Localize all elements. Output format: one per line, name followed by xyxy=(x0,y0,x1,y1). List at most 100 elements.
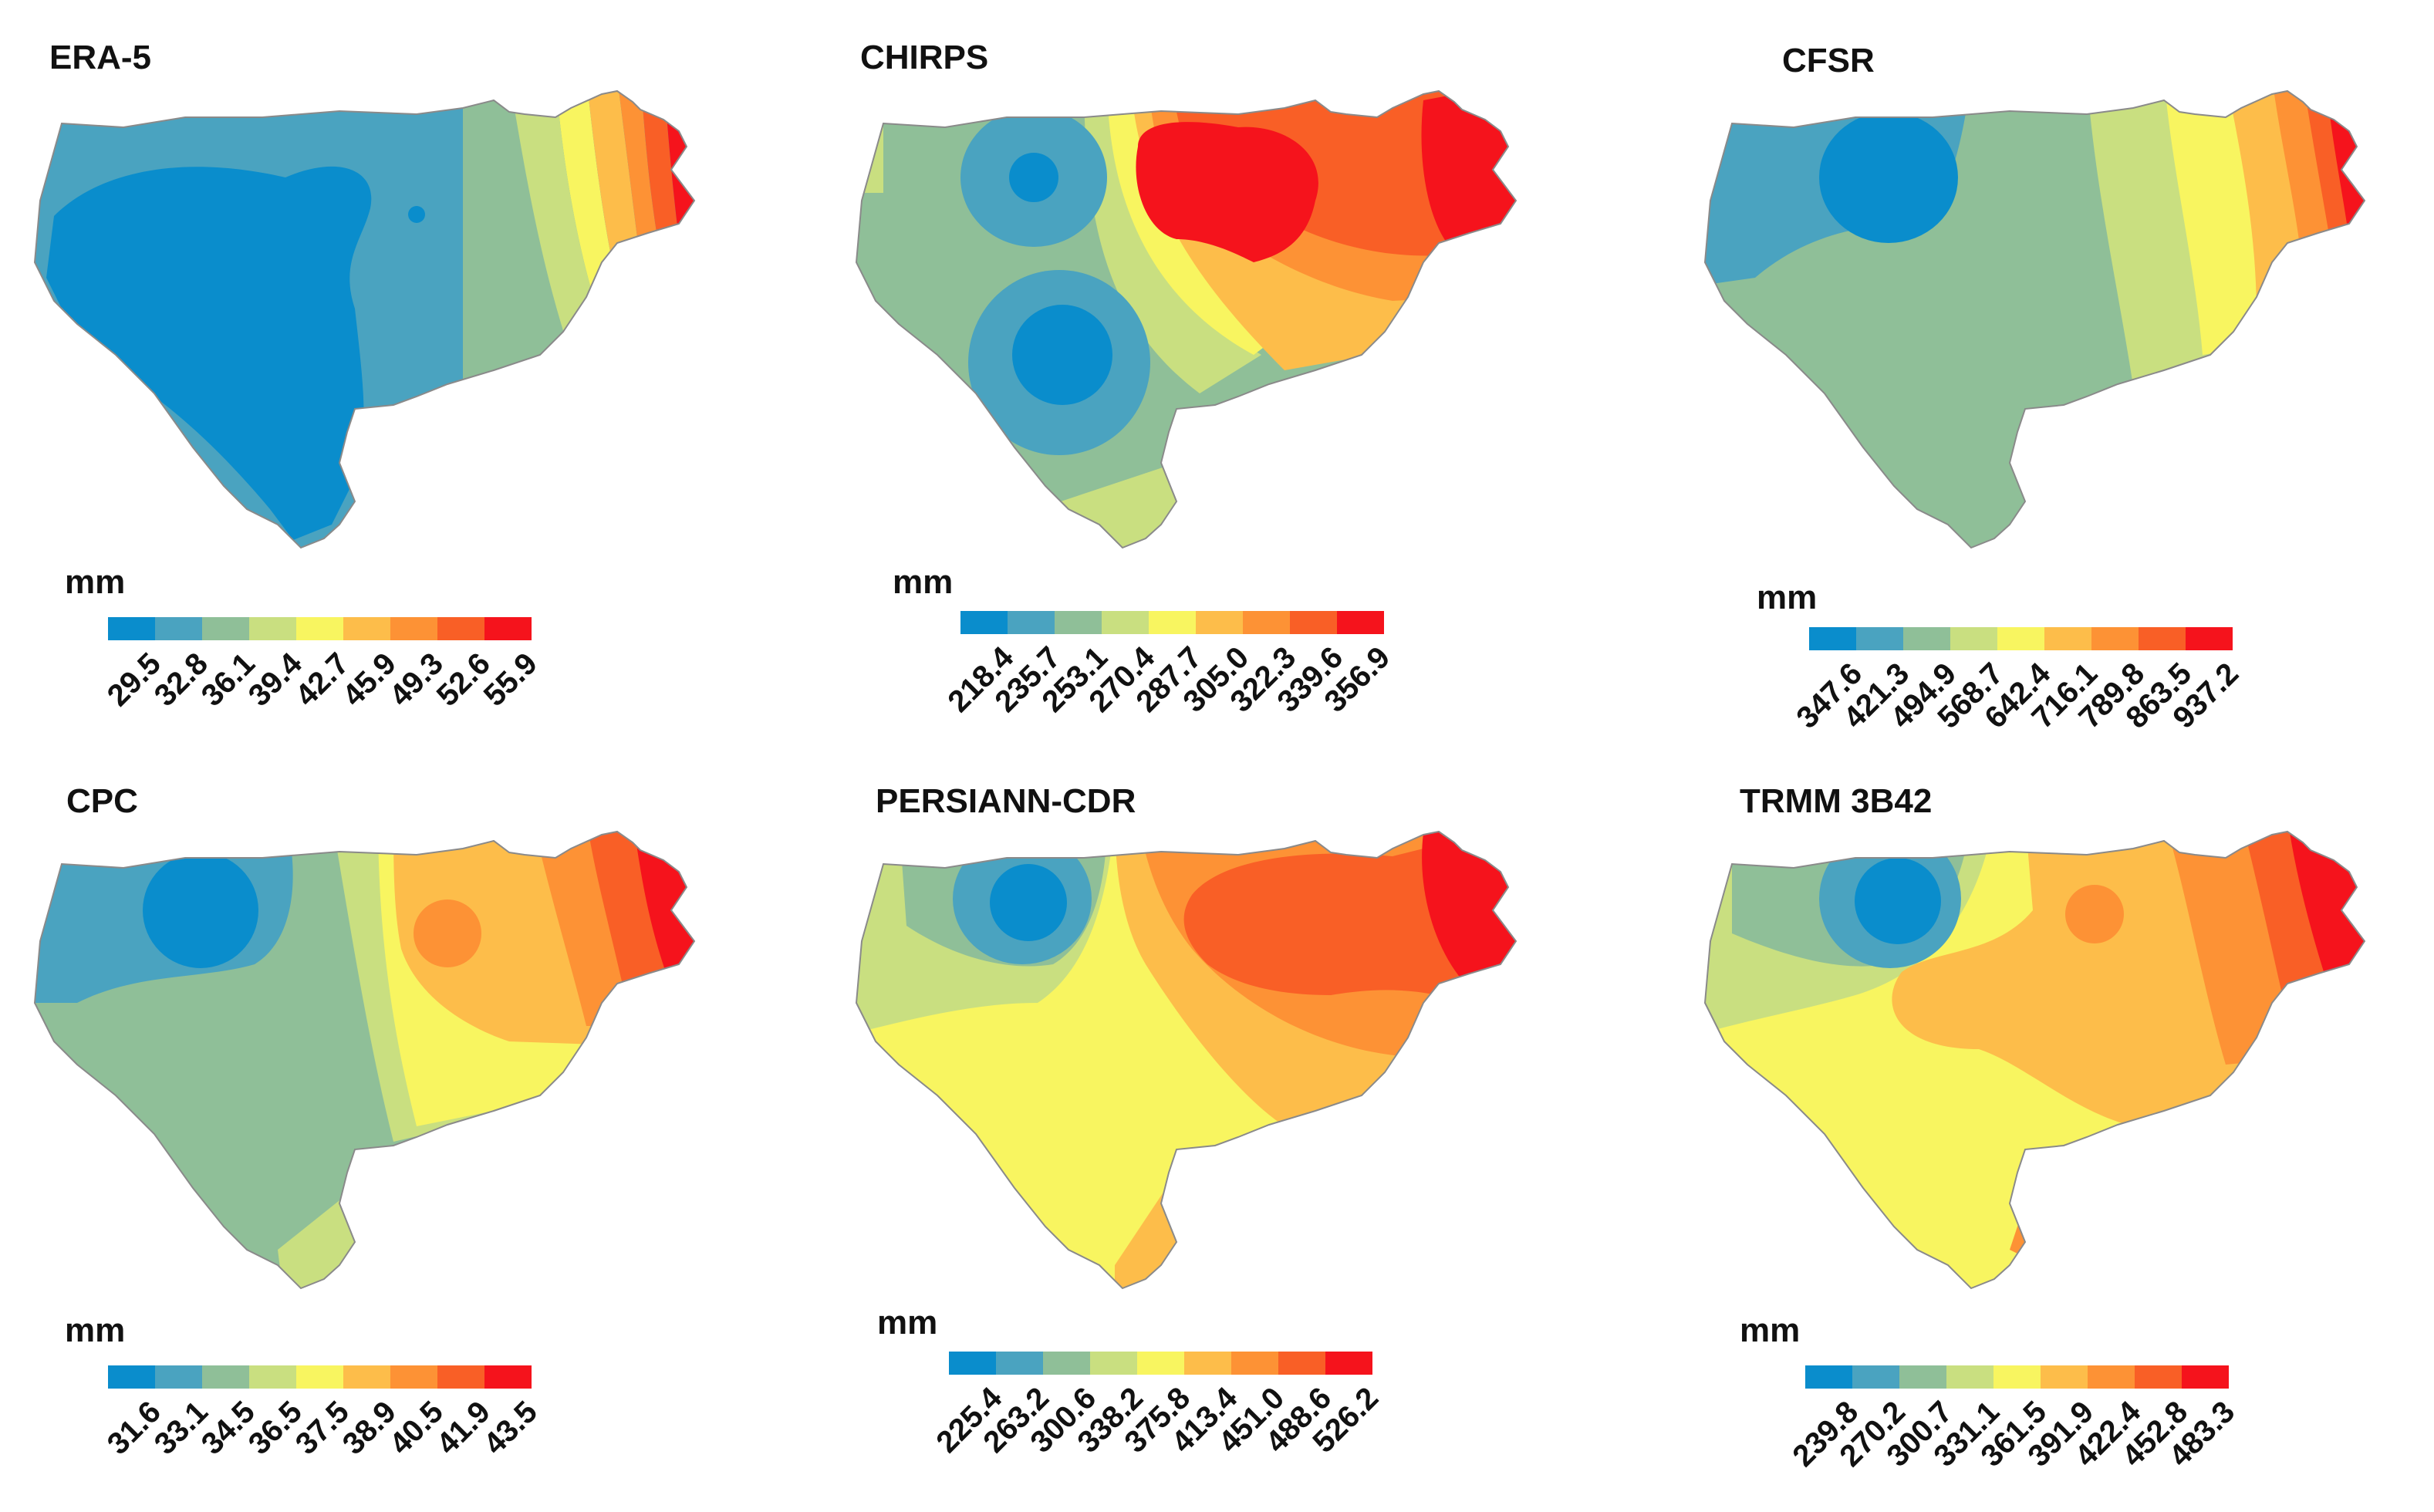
legend-swatch xyxy=(2135,1365,2182,1389)
color-legend xyxy=(1809,627,2233,650)
color-legend xyxy=(1805,1365,2229,1389)
contour-zone xyxy=(663,91,694,262)
contour-zone xyxy=(1819,112,1958,243)
legend-swatch xyxy=(1997,627,2044,650)
contour-zone xyxy=(1009,153,1058,202)
region-outline xyxy=(855,89,1517,549)
legend-swatch xyxy=(108,1365,155,1389)
contour-zone xyxy=(46,166,372,540)
legend-swatch xyxy=(949,1352,996,1375)
color-legend xyxy=(108,617,532,640)
legend-swatch xyxy=(2186,627,2233,650)
region-outline xyxy=(1703,89,2366,549)
legend-swatch xyxy=(1993,1365,2041,1389)
contour-zone xyxy=(2065,885,2124,943)
region-outline xyxy=(855,830,1517,1290)
legend-swatch xyxy=(1055,611,1102,634)
contour-zone xyxy=(640,91,679,251)
legend-swatch xyxy=(1852,1365,1899,1389)
legend-swatch xyxy=(1946,1365,1993,1389)
contour-zone xyxy=(143,852,258,968)
legend-swatch xyxy=(343,1365,390,1389)
legend-swatch xyxy=(155,1365,202,1389)
legend-swatch xyxy=(2041,1365,2088,1389)
legend-swatch xyxy=(1149,611,1196,634)
color-legend xyxy=(960,611,1384,634)
legend-swatch xyxy=(249,617,296,640)
legend-swatch xyxy=(1325,1352,1372,1375)
legend-tick: 55.9 xyxy=(477,646,544,714)
legend-swatch xyxy=(202,1365,249,1389)
legend-swatch xyxy=(1102,611,1149,634)
legend-swatch xyxy=(484,1365,532,1389)
contour-zone xyxy=(586,91,640,285)
contour-zone xyxy=(463,91,571,432)
contour-zone xyxy=(1136,122,1318,262)
legend-swatch xyxy=(1196,611,1243,634)
legend-swatch xyxy=(1903,627,1950,650)
legend-swatch xyxy=(296,617,343,640)
unit-label: mm xyxy=(65,1311,126,1349)
region-outline xyxy=(1703,830,2366,1290)
panel-cfsr: CFSR mm 347.6 421.3 494.9 568.7 642.4 xyxy=(1701,31,2434,771)
color-legend xyxy=(949,1352,1372,1375)
legend-swatch xyxy=(1278,1352,1325,1375)
unit-label: mm xyxy=(1740,1311,1801,1349)
precipitation-map xyxy=(33,89,696,549)
region-outline xyxy=(33,830,696,1290)
precipitation-map xyxy=(1703,830,2366,1290)
legend-swatch xyxy=(155,617,202,640)
legend-swatch xyxy=(2139,627,2186,650)
contour-zone xyxy=(509,91,602,355)
contour-zone xyxy=(1422,832,1516,1026)
precipitation-map xyxy=(1703,89,2366,549)
contour-zone xyxy=(414,899,481,967)
legend-swatch xyxy=(484,617,532,640)
legend-swatch xyxy=(1231,1352,1278,1375)
precipitation-map xyxy=(855,89,1517,549)
unit-label: mm xyxy=(877,1304,938,1342)
legend-swatch xyxy=(296,1365,343,1389)
contour-zone xyxy=(2287,832,2365,1018)
legend-swatch xyxy=(1337,611,1384,634)
legend-swatch xyxy=(2088,1365,2135,1389)
panel-title: CHIRPS xyxy=(860,39,989,76)
color-legend xyxy=(108,1365,532,1389)
legend-swatch xyxy=(1090,1352,1137,1375)
legend-swatch xyxy=(1950,627,1997,650)
panel-chirps: CHIRPS mm 218.4 2 xyxy=(852,31,1655,771)
legend-swatch xyxy=(1290,611,1337,634)
panel-title: ERA-5 xyxy=(49,39,152,76)
legend-swatch xyxy=(2182,1365,2229,1389)
legend-swatch xyxy=(437,617,484,640)
legend-swatch xyxy=(996,1352,1043,1375)
panel-title: PERSIANN-CDR xyxy=(876,782,1136,820)
precipitation-map xyxy=(33,830,696,1290)
legend-swatch xyxy=(2091,627,2139,650)
contour-zone xyxy=(1855,858,1941,944)
legend-swatch xyxy=(249,1365,296,1389)
panel-title: TRMM 3B42 xyxy=(1740,782,1933,820)
panel-title: CPC xyxy=(66,782,138,820)
legend-swatch xyxy=(1856,627,1903,650)
panel-era5: ERA-5 mm 29.5 32.8 36.1 39.4 42.7 xyxy=(31,31,833,771)
contour-zone xyxy=(990,864,1067,941)
legend-swatch xyxy=(1137,1352,1184,1375)
legend-swatch xyxy=(2044,627,2091,650)
contour-zone xyxy=(856,91,883,193)
legend-swatch xyxy=(1043,1352,1090,1375)
contour-zone xyxy=(617,91,660,262)
panel-persiann-cdr: PERSIANN-CDR mm 225.4 263.2 300.6 338 xyxy=(852,771,1655,1512)
legend-swatch xyxy=(1243,611,1290,634)
panel-cpc: CPC mm 31.6 33.1 34.5 36.5 xyxy=(31,771,833,1512)
legend-swatch xyxy=(437,1365,484,1389)
legend-tick: 43.5 xyxy=(477,1395,544,1462)
panel-trmm-3b42: TRMM 3B42 mm 239.8 270.2 300.7 xyxy=(1701,771,2434,1512)
legend-swatch xyxy=(1184,1352,1231,1375)
precipitation-map xyxy=(855,830,1517,1290)
panel-title: CFSR xyxy=(1782,42,1875,79)
contour-zone xyxy=(408,206,425,223)
contour-zone xyxy=(1421,91,1516,285)
legend-swatch xyxy=(108,617,155,640)
legend-swatch xyxy=(1899,1365,1946,1389)
